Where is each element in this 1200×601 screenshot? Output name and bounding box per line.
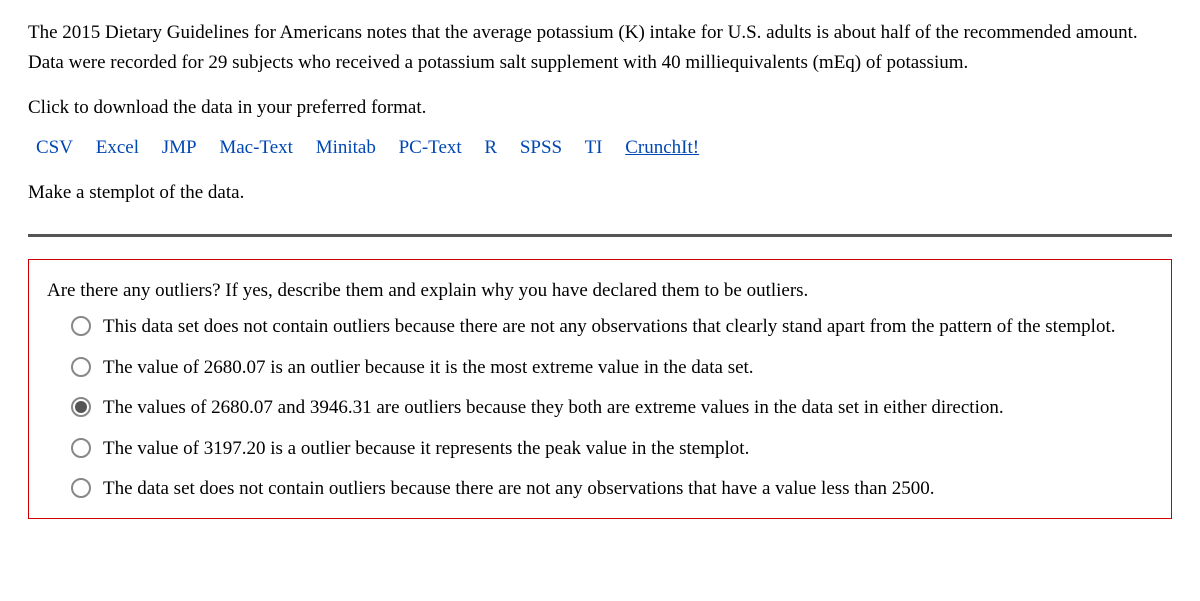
option-text: The data set does not contain outliers b… [103, 474, 1153, 504]
option-1[interactable]: The value of 2680.07 is an outlier becau… [71, 353, 1153, 383]
option-3[interactable]: The value of 3197.20 is a outlier becaus… [71, 434, 1153, 464]
r-link[interactable]: R [484, 137, 497, 158]
option-4[interactable]: The data set does not contain outliers b… [71, 474, 1153, 504]
pctext-link[interactable]: PC-Text [399, 137, 462, 158]
download-prompt: Click to download the data in your prefe… [28, 93, 1172, 123]
download-links-row: CSV Excel JMP Mac-Text Minitab PC-Text R… [28, 133, 1172, 163]
radio-icon[interactable] [71, 316, 91, 336]
jmp-link[interactable]: JMP [162, 137, 197, 158]
ti-link[interactable]: TI [585, 137, 603, 158]
option-text: The value of 3197.20 is a outlier becaus… [103, 434, 1153, 464]
option-0[interactable]: This data set does not contain outliers … [71, 312, 1153, 342]
radio-icon[interactable] [71, 478, 91, 498]
intro-paragraph: The 2015 Dietary Guidelines for American… [28, 18, 1172, 79]
option-2[interactable]: The values of 2680.07 and 3946.31 are ou… [71, 393, 1153, 423]
question-box: Are there any outliers? If yes, describe… [28, 259, 1172, 519]
option-text: This data set does not contain outliers … [103, 312, 1153, 342]
section-divider [28, 234, 1172, 237]
radio-icon[interactable] [71, 357, 91, 377]
radio-icon[interactable] [71, 397, 91, 417]
stemplot-instruction: Make a stemplot of the data. [28, 178, 1172, 208]
excel-link[interactable]: Excel [96, 137, 139, 158]
csv-link[interactable]: CSV [36, 137, 73, 158]
options-list: This data set does not contain outliers … [47, 312, 1153, 504]
option-text: The value of 2680.07 is an outlier becau… [103, 353, 1153, 383]
option-text: The values of 2680.07 and 3946.31 are ou… [103, 393, 1153, 423]
crunchit-link[interactable]: CrunchIt! [625, 137, 699, 158]
minitab-link[interactable]: Minitab [316, 137, 376, 158]
spss-link[interactable]: SPSS [520, 137, 562, 158]
question-prompt: Are there any outliers? If yes, describe… [47, 276, 1153, 306]
radio-icon[interactable] [71, 438, 91, 458]
mactext-link[interactable]: Mac-Text [219, 137, 293, 158]
